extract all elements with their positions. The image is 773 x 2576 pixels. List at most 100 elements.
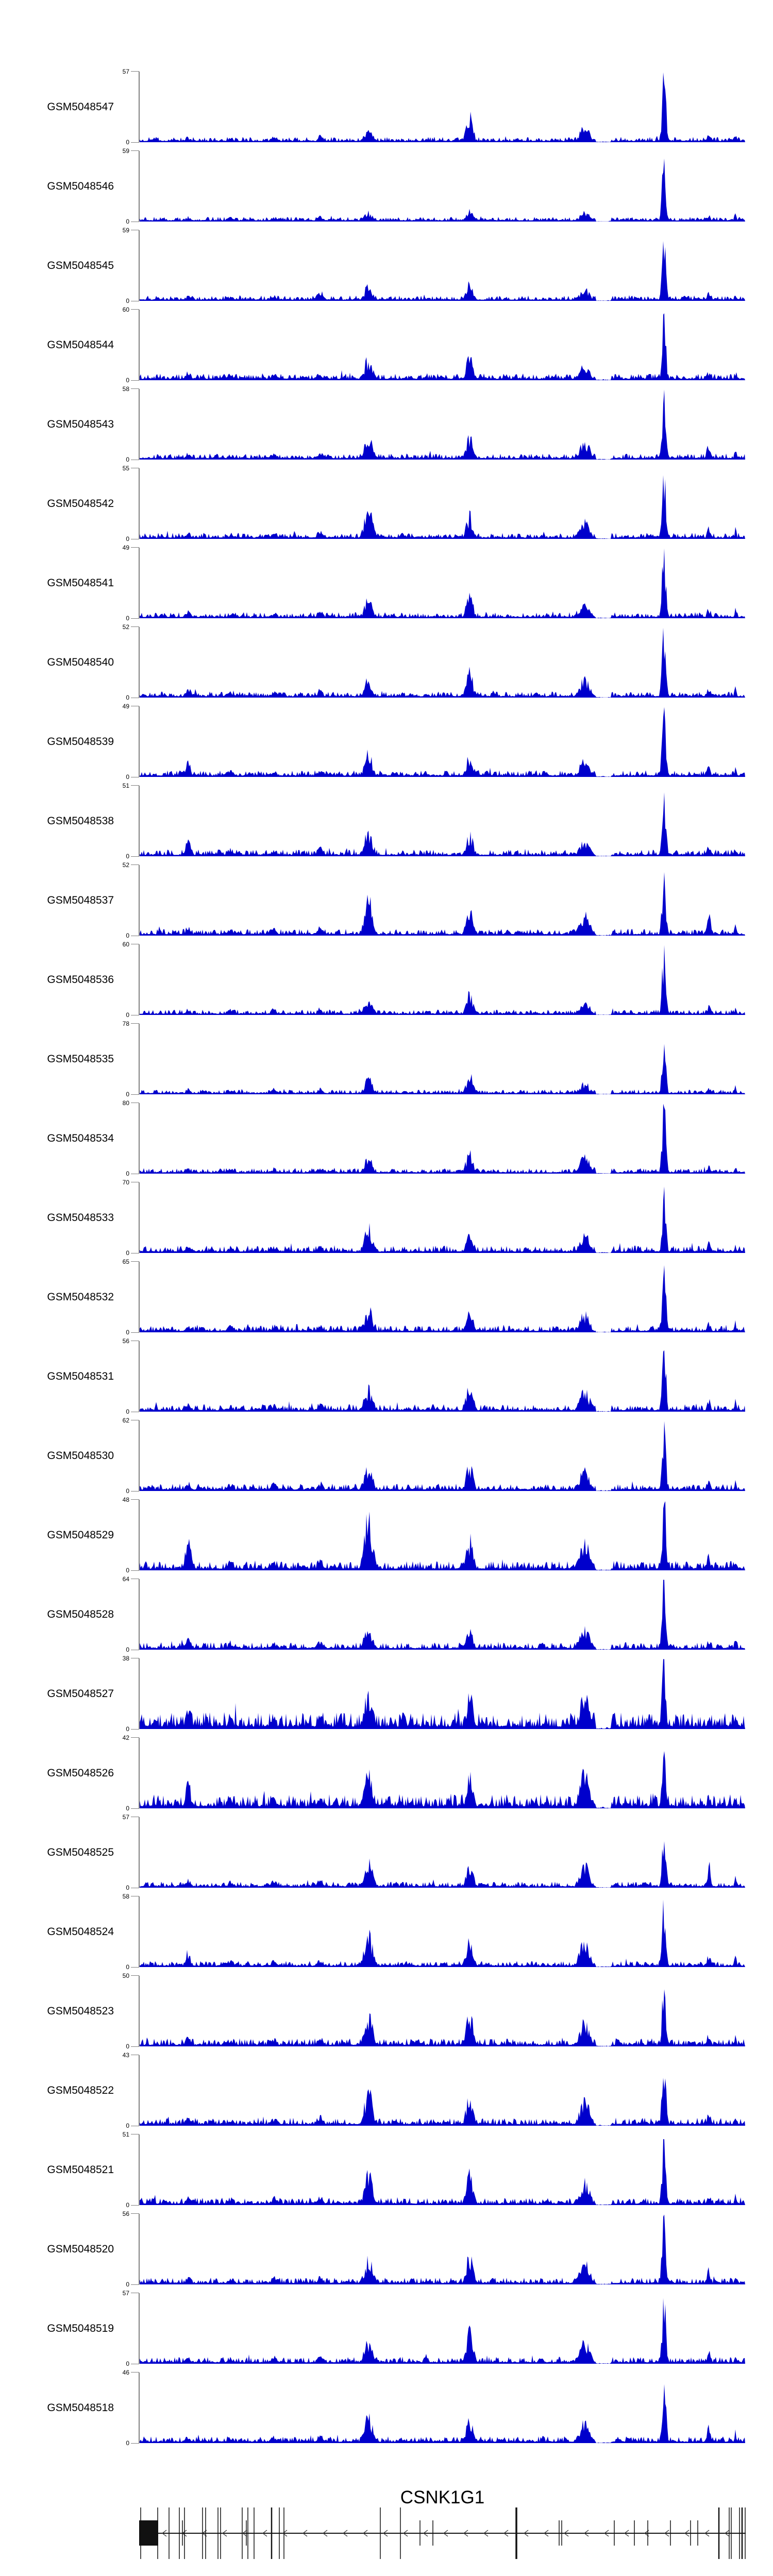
coverage-track: GSM5048529 48 0 [0,1496,773,1574]
track-sample-label: GSM5048536 [47,973,114,986]
coverage-track: GSM5048542 55 0 [0,465,773,543]
coverage-track: GSM5048526 42 0 [0,1734,773,1812]
coverage-area-path [140,1989,745,2046]
coverage-signal [140,2214,745,2284]
y-axis-line [139,2214,140,2284]
y-axis-bottom-tick [131,1808,139,1809]
exon-line-tall [745,2507,746,2559]
exon-line-short [634,2520,635,2546]
y-axis-line [139,786,140,856]
y-axis-top-tick [131,1737,139,1738]
y-axis-line [139,72,140,142]
y-axis-line [139,2055,140,2126]
strand-arrow-left-icon [563,2530,569,2537]
coverage-area-path [140,475,745,539]
y-axis-line [139,310,140,380]
coverage-area-path [140,1501,745,1570]
exon-line-tall [400,2507,401,2559]
coverage-track: GSM5048522 43 0 [0,2052,773,2129]
y-axis-line [139,1341,140,1412]
coverage-area-path [140,241,745,301]
y-axis-bottom-tick [131,1967,139,1968]
coverage-area-path [140,1104,745,1174]
y-axis-line [139,627,140,698]
y-axis-top-tick [131,1261,139,1262]
y-axis-line [139,1262,140,1332]
y-axis-zero-label: 0 [126,1487,129,1495]
coverage-area-path [140,2078,745,2126]
track-sample-label: GSM5048529 [47,1529,114,1541]
y-axis-max-label: 56 [122,1337,129,1345]
coverage-signal [140,707,745,777]
strand-arrow-left-icon [302,2530,308,2537]
y-axis-max-label: 70 [122,1179,129,1186]
y-axis-max-label: 60 [122,306,129,313]
strand-arrow-left-icon [543,2530,549,2537]
track-sample-label: GSM5048530 [47,1449,114,1462]
track-sample-label: GSM5048518 [47,2401,114,2414]
coverage-area-path [140,2139,745,2205]
exon-line-short [561,2520,562,2546]
y-axis-line [139,2134,140,2205]
coverage-area-path [140,2384,745,2443]
y-axis-max-label: 42 [122,1734,129,1741]
y-axis-top-tick [131,309,139,310]
exon-line-tall [729,2507,730,2559]
y-axis-bottom-tick [131,2443,139,2444]
track-sample-label: GSM5048520 [47,2243,114,2255]
y-axis-max-label: 51 [122,2131,129,2138]
coverage-area-path [140,313,745,380]
track-sample-label: GSM5048541 [47,577,114,589]
coverage-signal [140,1265,745,1332]
y-axis-max-label: 60 [122,941,129,948]
y-axis-max-label: 52 [122,623,129,631]
track-sample-label: GSM5048528 [47,1608,114,1620]
exon-line-tall [205,2507,206,2559]
y-axis-line [139,2372,140,2443]
y-axis-bottom-tick [131,1729,139,1730]
y-axis-zero-label: 0 [126,2281,129,2288]
y-axis-line [139,1103,140,1174]
exon-line-tall [718,2507,720,2559]
strand-arrow-left-icon [624,2530,629,2537]
coverage-track: GSM5048544 60 0 [0,306,773,384]
strand-arrow-left-icon [483,2530,489,2537]
y-axis-zero-label: 0 [126,297,129,304]
coverage-signal [140,2298,745,2364]
coverage-track: GSM5048530 62 0 [0,1417,773,1495]
coverage-signal [140,2078,745,2126]
y-axis-bottom-tick [131,142,139,143]
coverage-signal [140,1659,745,1729]
coverage-signal [140,628,745,698]
y-axis-bottom-tick [131,2046,139,2047]
y-axis-max-label: 80 [122,1099,129,1107]
y-axis-line [139,1976,140,2046]
y-axis-max-label: 64 [122,1575,129,1583]
y-axis-line [139,151,140,222]
coverage-signal [140,1751,745,1808]
coverage-track: GSM5048520 56 0 [0,2210,773,2288]
coverage-signal [140,1900,745,1967]
track-sample-label: GSM5048545 [47,259,114,272]
y-axis-zero-label: 0 [126,2122,129,2129]
y-axis-zero-label: 0 [126,853,129,860]
y-axis-zero-label: 0 [126,1408,129,1415]
y-axis-line [139,865,140,936]
coverage-signal [140,1580,745,1650]
exon-line-short [432,2520,433,2546]
y-axis-max-label: 59 [122,227,129,234]
exon-line-short [182,2520,183,2546]
coverage-track: GSM5048541 49 0 [0,544,773,622]
y-axis-line [139,2293,140,2364]
track-sample-label: GSM5048532 [47,1291,114,1303]
y-axis-max-label: 78 [122,1020,129,1027]
coverage-signal [140,792,745,856]
track-sample-label: GSM5048527 [47,1687,114,1700]
track-sample-label: GSM5048544 [47,338,114,351]
coverage-signal [140,1501,745,1570]
coverage-signal [140,241,745,301]
coverage-signal [140,1989,745,2046]
coverage-signal [140,548,745,618]
exon-line-tall [271,2507,273,2559]
